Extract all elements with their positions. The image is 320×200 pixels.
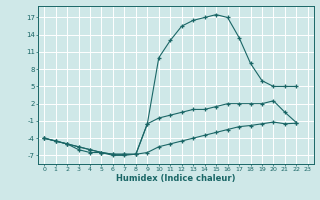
- X-axis label: Humidex (Indice chaleur): Humidex (Indice chaleur): [116, 174, 236, 183]
